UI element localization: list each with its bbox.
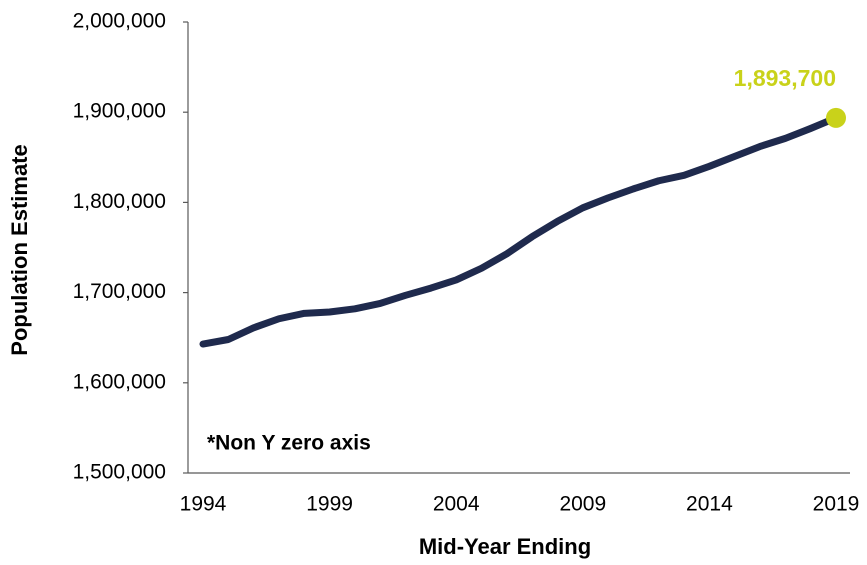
x-tick-label: 1994 — [180, 493, 227, 516]
y-tick-label: 1,700,000 — [73, 280, 166, 303]
annotation: *Non Y zero axis — [207, 432, 371, 455]
y-axis-title: Population Estimate — [7, 144, 32, 355]
x-tick-label: 2009 — [559, 493, 606, 516]
y-tick-label: 1,900,000 — [73, 100, 166, 123]
x-tick-label: 2019 — [813, 493, 860, 516]
y-tick-label: 2,000,000 — [73, 10, 166, 33]
data-label: 1,893,700 — [734, 65, 836, 91]
y-tick-label: 1,800,000 — [73, 190, 166, 213]
x-axis-title: Mid-Year Ending — [419, 534, 591, 559]
y-tick-label: 1,500,000 — [73, 461, 166, 484]
line — [199, 114, 840, 348]
x-tick-label: 2004 — [433, 493, 480, 516]
x-tick-label: 1999 — [306, 493, 353, 516]
x-tick-label: 2014 — [686, 493, 733, 516]
highlight-point — [826, 107, 846, 128]
y-tick-label: 1,600,000 — [73, 370, 166, 393]
